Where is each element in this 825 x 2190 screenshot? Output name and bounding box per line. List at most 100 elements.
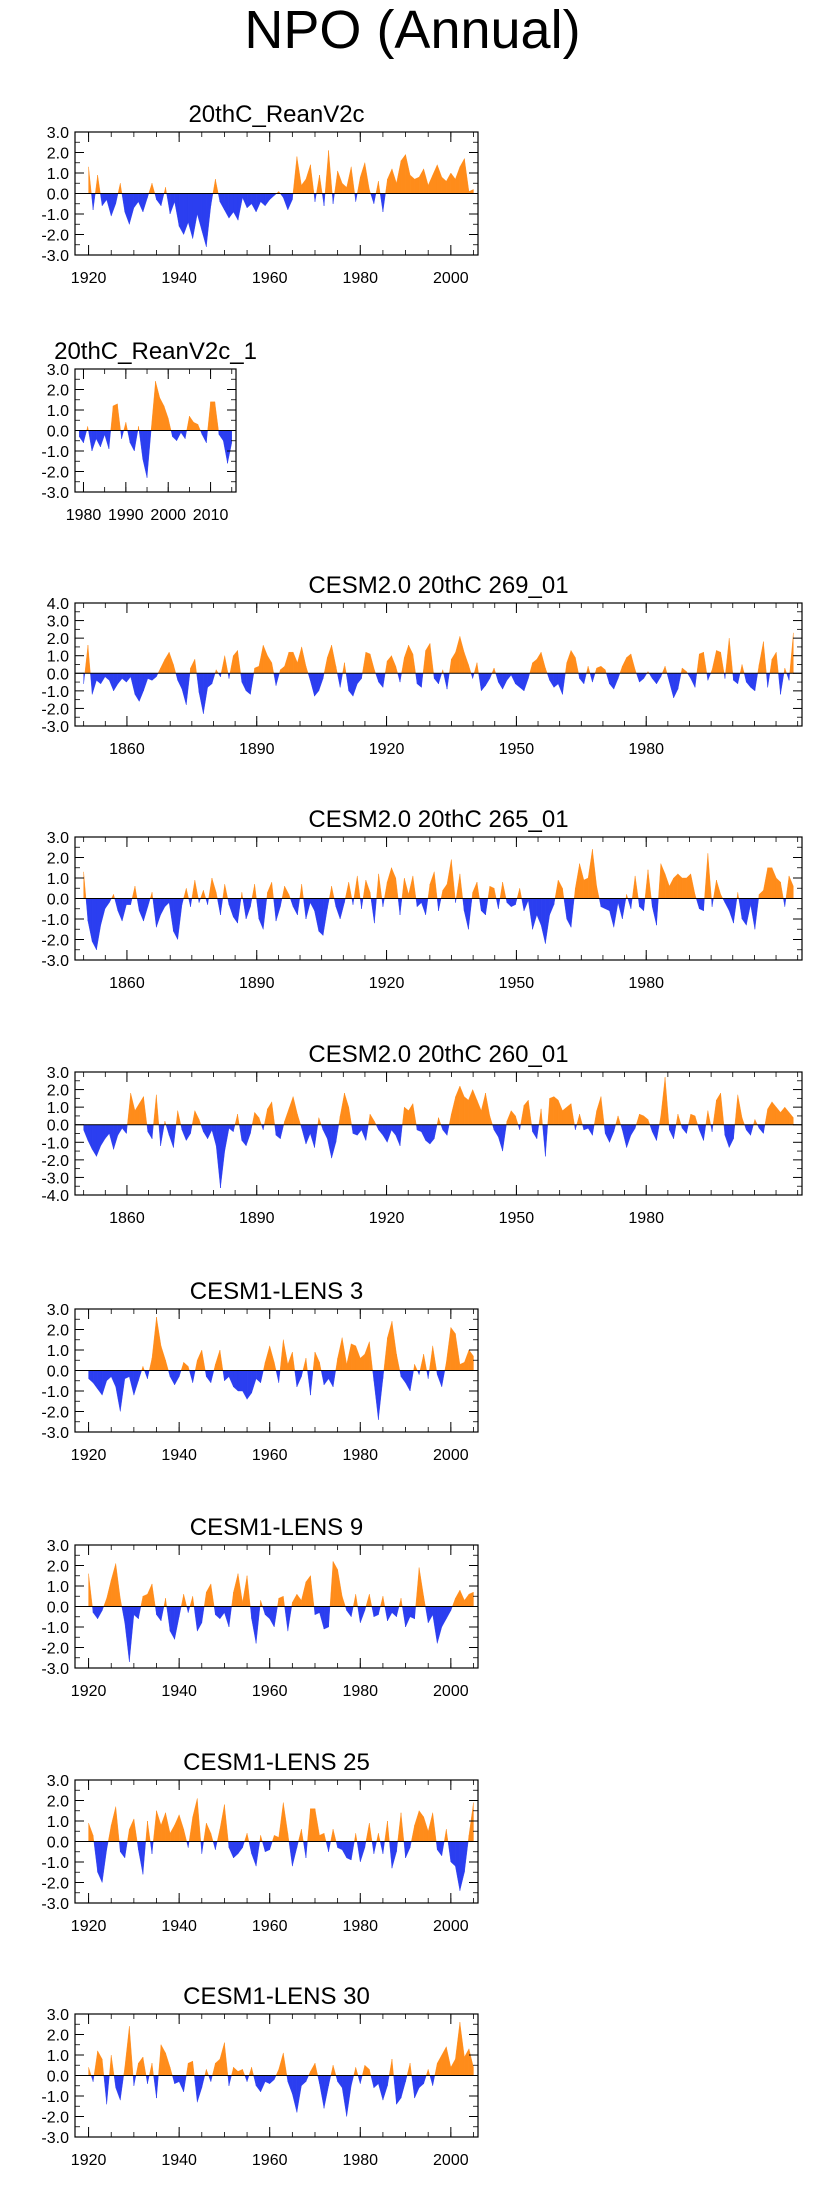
positive-anomaly-area [215,892,218,899]
negative-anomaly-area [180,430,186,440]
positive-anomaly-area [212,2063,216,2076]
negative-anomaly-area [322,193,325,206]
negative-anomaly-area [643,898,646,911]
positive-anomaly-area [369,653,375,674]
positive-anomaly-area [493,667,496,674]
negative-anomaly-area [261,1124,264,1131]
positive-anomaly-area [459,158,465,194]
positive-anomaly-area [211,877,217,899]
positive-anomaly-area [438,1117,442,1125]
positive-anomaly-area [339,1093,345,1125]
negative-anomaly-area [669,673,674,698]
panel-title: CESM1-LENS 25 [183,1749,370,1776]
negative-anomaly-area [382,1124,388,1143]
positive-anomaly-area [459,1590,465,1607]
positive-anomaly-area [271,882,274,899]
negative-anomaly-area [136,898,140,911]
positive-anomaly-area [713,880,717,899]
negative-anomaly-area [133,193,139,209]
positive-anomaly-area [163,405,169,431]
negative-anomaly-area [515,673,520,688]
negative-anomaly-area [495,673,499,683]
y-tick-label: -3.0 [41,1170,69,1187]
positive-anomaly-area [528,1100,532,1125]
negative-anomaly-area [177,673,183,690]
positive-anomaly-area [587,849,593,899]
positive-anomaly-area [639,1113,644,1125]
positive-anomaly-area [446,172,452,194]
negative-anomaly-area [104,898,110,910]
positive-anomaly-area [111,894,114,899]
negative-anomaly-area [292,1841,298,1867]
negative-anomaly-area [251,193,257,213]
positive-anomaly-area [450,1326,456,1371]
negative-anomaly-area [470,673,473,679]
negative-anomaly-area [397,898,401,915]
negative-anomaly-area [746,898,751,926]
negative-anomaly-area [323,2075,329,2109]
negative-anomaly-area [152,898,157,928]
negative-anomaly-area [382,2075,388,2101]
negative-anomaly-area [158,1124,161,1146]
positive-anomaly-area [675,1114,679,1125]
positive-anomaly-area [468,1349,474,1371]
negative-anomaly-area [613,673,619,690]
negative-anomaly-area [262,1841,266,1852]
positive-anomaly-area [677,1114,682,1125]
negative-anomaly-area [307,1370,311,1396]
negative-anomaly-area [273,673,277,686]
negative-anomaly-area [506,898,512,908]
positive-anomaly-area [334,170,338,194]
positive-anomaly-area [414,1810,420,1842]
negative-anomaly-area [170,430,173,437]
positive-anomaly-area [780,1106,785,1125]
negative-anomaly-area [743,673,747,683]
positive-anomaly-area [391,1321,397,1371]
positive-anomaly-area [412,653,416,674]
negative-anomaly-area [361,1124,367,1141]
negative-anomaly-area [438,673,442,684]
negative-anomaly-area [241,673,247,691]
positive-anomaly-area [661,666,666,674]
negative-anomaly-area [196,673,200,693]
negative-anomaly-area [328,2075,332,2086]
positive-anomaly-area [254,665,260,674]
negative-anomaly-area [502,673,508,690]
negative-anomaly-area [370,898,375,924]
negative-anomaly-area [111,1370,116,1387]
x-tick-label: 1940 [161,270,197,287]
negative-anomaly-area [695,898,700,909]
positive-anomaly-area [384,882,388,899]
negative-anomaly-area [246,1370,252,1400]
positive-anomaly-area [369,1594,373,1607]
negative-anomaly-area [361,898,364,909]
positive-anomaly-area [540,1108,543,1125]
positive-anomaly-area [712,1100,717,1125]
positive-anomaly-area [418,1810,424,1842]
positive-anomaly-area [231,2067,234,2076]
negative-anomaly-area [540,898,546,944]
positive-anomaly-area [296,1593,302,1607]
negative-anomaly-area [92,1370,98,1390]
positive-anomaly-area [194,880,199,899]
positive-anomaly-area [365,1594,370,1607]
positive-anomaly-area [278,2052,284,2076]
positive-anomaly-area [274,1362,277,1371]
y-tick-label: 3.0 [47,2007,69,2024]
negative-anomaly-area [536,1124,540,1139]
negative-anomaly-area [750,673,756,692]
negative-anomaly-area [337,2075,343,2089]
positive-anomaly-area [331,645,337,674]
positive-anomaly-area [106,1579,112,1607]
negative-anomaly-area [523,673,529,691]
positive-anomaly-area [180,1362,184,1371]
positive-anomaly-area [396,160,402,194]
positive-anomaly-area [292,156,298,194]
negative-anomaly-area [545,898,550,944]
positive-anomaly-area [449,659,452,674]
negative-anomaly-area [129,430,135,452]
positive-anomaly-area [788,875,794,899]
negative-anomaly-area [364,1606,367,1611]
x-tick-label: 1960 [252,270,288,287]
negative-anomaly-area [220,898,223,915]
